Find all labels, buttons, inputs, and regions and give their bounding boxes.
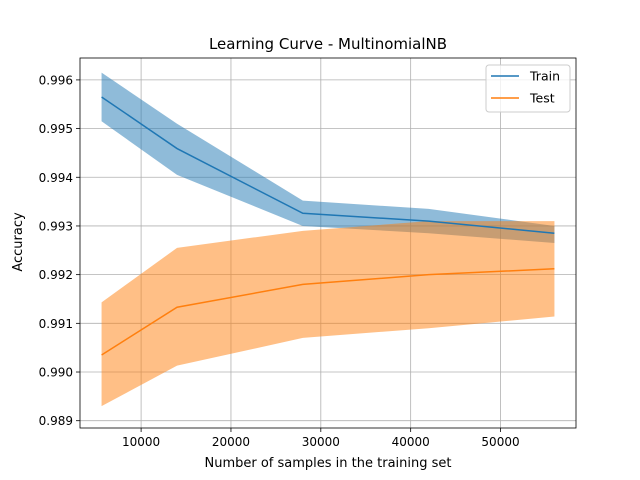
line-train [101, 96, 555, 235]
y-tick-label: 0.989 [39, 414, 73, 428]
x-tick-label: 30000 [302, 435, 340, 449]
plot-area-frame [79, 57, 577, 429]
legend-label-train: Train [529, 69, 560, 84]
y-axis-ticks: 0.989 0.990 0.991 0.992 0.993 0.994 0.995 0.996 [39, 73, 80, 428]
x-axis-label: Number of samples in the training set [205, 456, 452, 471]
series-lines [101, 96, 555, 356]
x-tick-label: 40000 [392, 435, 430, 449]
line-test [101, 268, 555, 356]
y-tick-label: 0.996 [39, 73, 73, 87]
y-tick-label: 0.992 [39, 268, 73, 282]
band-test [101, 221, 555, 407]
x-tick-label: 10000 [122, 435, 160, 449]
x-tick-label: 50000 [481, 435, 519, 449]
y-tick-label: 0.993 [39, 219, 73, 233]
confidence-bands [101, 72, 555, 407]
y-axis-label: Accuracy [11, 212, 26, 272]
legend: Train Test [485, 64, 571, 113]
y-tick-label: 0.994 [39, 171, 73, 185]
y-tick-label: 0.991 [39, 317, 73, 331]
chart-title: Learning Curve - MultinomialNB [209, 35, 447, 53]
y-tick-label: 0.995 [39, 122, 73, 136]
y-tick-label: 0.990 [39, 366, 73, 380]
x-tick-label: 20000 [212, 435, 250, 449]
x-axis-ticks: 10000 20000 30000 40000 50000 [122, 428, 520, 449]
legend-label-test: Test [529, 91, 555, 106]
